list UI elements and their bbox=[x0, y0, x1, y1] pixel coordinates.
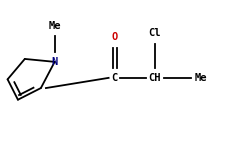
Text: C: C bbox=[111, 73, 118, 83]
Text: Me: Me bbox=[194, 73, 207, 83]
Text: Cl: Cl bbox=[148, 28, 161, 38]
Text: Me: Me bbox=[49, 21, 61, 31]
Text: CH: CH bbox=[148, 73, 161, 83]
Text: O: O bbox=[111, 32, 118, 42]
Text: N: N bbox=[52, 57, 58, 67]
